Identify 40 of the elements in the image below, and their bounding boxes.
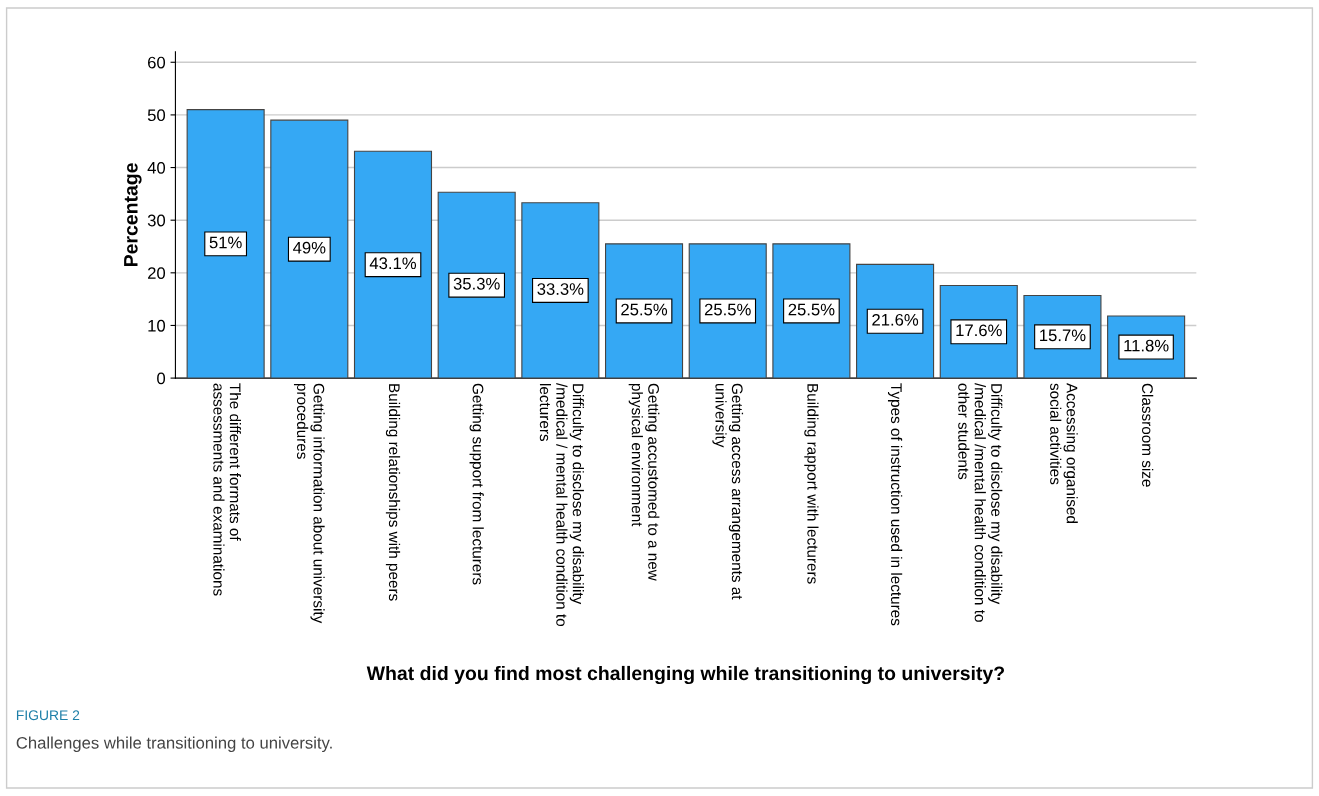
y-tick-label: 30 xyxy=(147,214,166,227)
data-label: 35.3% xyxy=(453,277,500,290)
x-tick-label: Building relationships with peers xyxy=(385,384,401,601)
y-tick-label: 40 xyxy=(147,161,166,174)
bar xyxy=(353,150,433,379)
x-tick-label: Classroom size xyxy=(1142,383,1154,487)
y-tick-label: 10 xyxy=(148,319,166,332)
y-tick-label: 50 xyxy=(147,109,166,122)
bar xyxy=(186,109,265,379)
bar xyxy=(270,119,349,379)
x-tick-label: Getting information about university procedures xyxy=(293,383,325,624)
data-label: 25.5% xyxy=(704,303,751,316)
x-tick-label: Difficulty to disclose my disability /medical /mental health condition to other students xyxy=(958,382,1003,622)
data-label: 11.8% xyxy=(1124,339,1169,352)
x-tick-label: Getting support from lecturers xyxy=(469,383,484,585)
bar xyxy=(521,202,600,379)
x-tick-label: Accessing organised social activities xyxy=(1050,382,1078,523)
data-label: 17.6% xyxy=(956,324,1002,337)
x-tick-label: Getting accustomed to a new physical environment xyxy=(628,383,660,581)
x-tick-label: Getting access arrangements at university xyxy=(712,383,744,600)
data-label: 33.3% xyxy=(537,283,584,295)
caption: FIGURE 2 xyxy=(16,710,80,721)
y-tick-label: 60 xyxy=(148,56,166,69)
x-tick-label: The different formats of assessments and examinations xyxy=(213,383,241,596)
data-label: 25.5% xyxy=(788,303,835,316)
data-label: 15.7% xyxy=(1040,329,1086,342)
y-tick-label: 20 xyxy=(148,267,166,280)
data-label: 49% xyxy=(293,241,326,254)
y-axis-title: Percentage xyxy=(124,163,142,267)
bar xyxy=(437,191,516,379)
data-label: 25.5% xyxy=(621,303,668,316)
x-tick-label: Difficulty to disclose my disability /medical / mental health condition to lecturers xyxy=(539,382,584,627)
text: Challenges while transitioning to university. xyxy=(16,736,332,753)
x-tick-label: Types of instruction used in lectures xyxy=(887,383,903,626)
data-label: 21.6% xyxy=(872,313,919,326)
x-tick-label: Building rapport with lecturers xyxy=(804,384,819,584)
y-tick-label: 0 xyxy=(157,372,166,385)
data-label: 51% xyxy=(209,236,242,249)
x-axis-title: What did you find most challenging while transitioning to university? xyxy=(366,665,1005,685)
data-label: 43.1% xyxy=(369,257,417,270)
